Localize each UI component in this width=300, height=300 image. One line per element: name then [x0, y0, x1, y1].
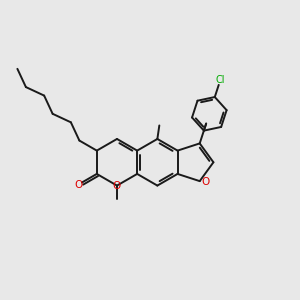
Text: O: O	[113, 181, 121, 190]
Text: Cl: Cl	[215, 75, 225, 85]
Text: O: O	[74, 180, 82, 190]
Text: O: O	[201, 177, 209, 188]
